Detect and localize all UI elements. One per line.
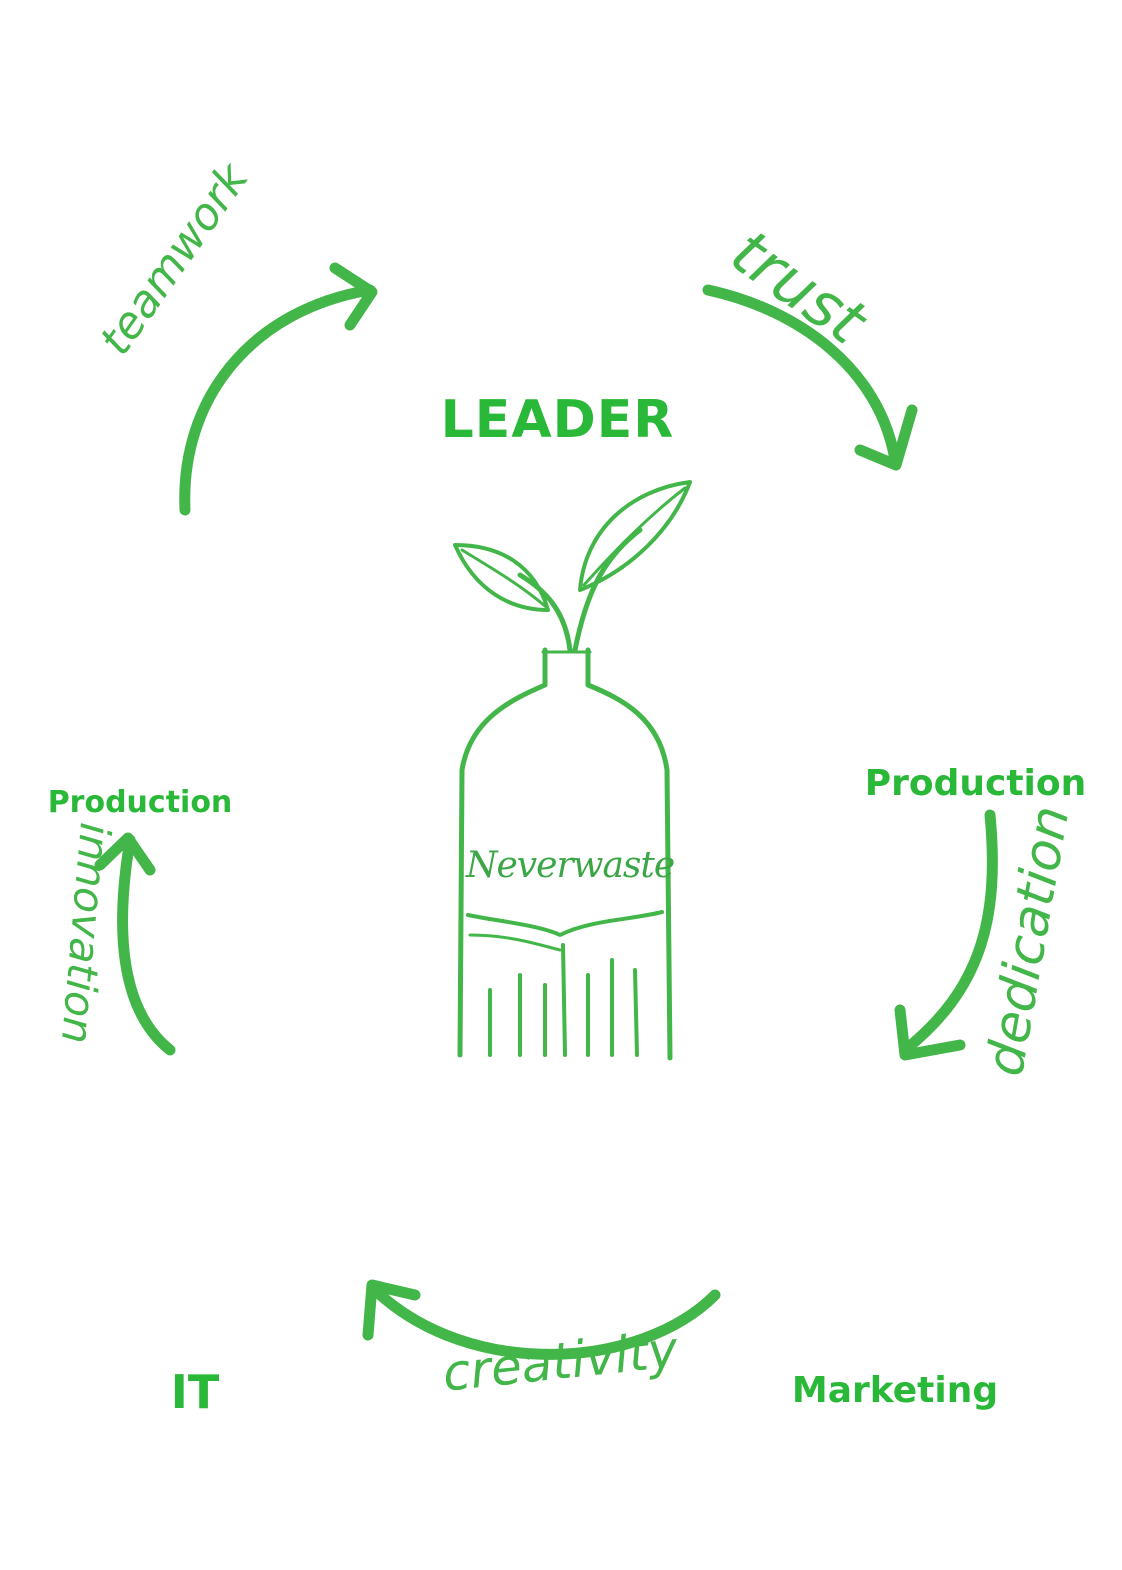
member-leader-photo (398, 100, 688, 390)
arrow-trust (702, 284, 901, 466)
member-left-bottom-photo (75, 1090, 360, 1370)
arrow-teamwork-head (329, 262, 378, 331)
arrow-innovation (117, 834, 176, 1056)
role-right-top: Production (864, 763, 1087, 804)
role-leader: LEADER (440, 390, 675, 450)
arrow-dedication (899, 809, 998, 1056)
avatar (10, 530, 285, 800)
role-right-bottom: Marketing (791, 1370, 999, 1411)
role-left-bottom: IT (170, 1365, 220, 1419)
arrow-dedication-head (894, 1004, 966, 1061)
arrow-trust-head (854, 404, 918, 471)
arrow-creativity-head (362, 1279, 421, 1341)
member-left-top-photo (10, 530, 285, 800)
arrow-innovation-head (94, 832, 156, 876)
avatar (825, 495, 1110, 770)
avatar (398, 100, 688, 390)
avatar (75, 1090, 360, 1370)
brand-name: Neverwaste (466, 845, 675, 886)
avatar (750, 1100, 1020, 1370)
member-right-bottom-photo (750, 1100, 1020, 1370)
arrow-creativity (369, 1284, 721, 1360)
member-right-top-photo (825, 495, 1110, 770)
role-left-top: Production (47, 785, 233, 820)
bottle-logo (453, 480, 692, 1061)
arrow-teamwork (179, 284, 376, 516)
